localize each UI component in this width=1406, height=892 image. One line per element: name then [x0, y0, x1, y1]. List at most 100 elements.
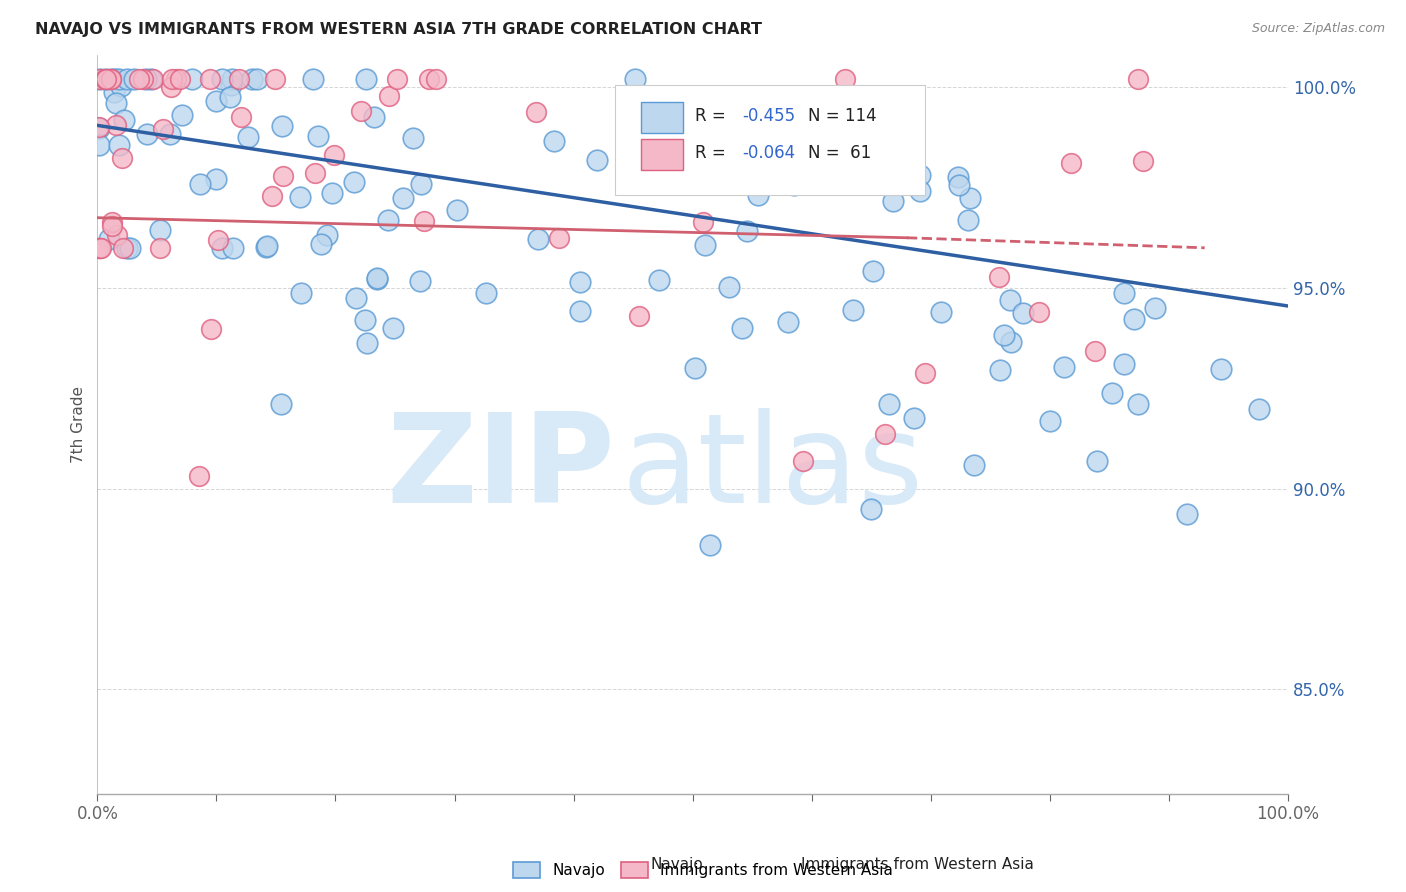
Point: [1143, 301, 1166, 316]
Point: [568, 304, 591, 318]
Point: [993, 327, 1015, 342]
Point: [1000, 334, 1022, 349]
Point: [548, 230, 571, 244]
Point: [1112, 285, 1135, 300]
Point: [792, 453, 814, 467]
Point: [323, 147, 346, 161]
Text: -0.064: -0.064: [742, 145, 796, 162]
Point: [122, 72, 145, 87]
Point: [321, 186, 343, 200]
Point: [100, 72, 122, 87]
Point: [87, 138, 110, 153]
Point: [97, 232, 120, 246]
Text: Immigrants from Western Asia: Immigrants from Western Asia: [801, 857, 1035, 872]
Point: [105, 118, 128, 132]
Point: [446, 202, 468, 217]
Point: [180, 72, 202, 87]
Point: [842, 303, 865, 318]
Point: [149, 222, 172, 236]
Point: [221, 78, 243, 93]
Point: [963, 458, 986, 472]
Point: [354, 313, 377, 327]
Point: [1084, 344, 1107, 359]
Point: [747, 188, 769, 202]
Point: [107, 138, 129, 153]
Point: [87, 241, 110, 255]
Point: [221, 72, 243, 87]
Point: [754, 174, 776, 188]
Point: [586, 153, 609, 167]
Point: [222, 241, 245, 255]
Point: [207, 233, 229, 247]
Point: [343, 175, 366, 189]
Point: [105, 228, 128, 243]
Point: [718, 280, 741, 294]
Point: [382, 321, 405, 335]
Point: [631, 90, 654, 104]
Point: [731, 321, 754, 335]
FancyBboxPatch shape: [641, 102, 683, 133]
Point: [988, 269, 1011, 284]
Point: [302, 72, 325, 87]
Point: [87, 120, 110, 135]
Point: [526, 232, 548, 246]
Point: [94, 72, 117, 87]
Point: [882, 194, 904, 208]
Point: [309, 236, 332, 251]
Text: atlas: atlas: [621, 409, 924, 529]
Point: [1114, 357, 1136, 371]
Point: [350, 103, 373, 118]
Point: [378, 89, 401, 103]
Point: [734, 126, 756, 140]
Point: [524, 104, 547, 119]
Point: [100, 72, 122, 87]
Point: [695, 238, 717, 252]
Point: [699, 538, 721, 552]
Point: [956, 212, 979, 227]
Point: [262, 189, 284, 203]
Point: [104, 96, 127, 111]
Point: [112, 113, 135, 128]
Point: [87, 121, 110, 136]
Point: [149, 241, 172, 255]
Point: [264, 72, 287, 87]
Point: [413, 214, 436, 228]
Point: [643, 91, 665, 105]
Point: [363, 110, 385, 124]
Point: [998, 293, 1021, 308]
Point: [1039, 414, 1062, 428]
Point: [873, 427, 896, 442]
Point: [288, 190, 311, 204]
Point: [110, 78, 132, 93]
Point: [1128, 72, 1150, 87]
Text: N = 114: N = 114: [808, 107, 877, 126]
Point: [569, 275, 592, 289]
Point: [87, 241, 110, 255]
Point: [1132, 153, 1154, 168]
Point: [901, 172, 924, 186]
Point: [228, 72, 250, 87]
Point: [200, 322, 222, 336]
Point: [139, 72, 162, 87]
Point: [115, 72, 138, 87]
Point: [136, 127, 159, 141]
Point: [256, 239, 278, 253]
Point: [1011, 306, 1033, 320]
Point: [782, 178, 804, 192]
Point: [160, 72, 183, 87]
Point: [908, 184, 931, 198]
Point: [624, 72, 647, 87]
Point: [366, 270, 388, 285]
Point: [948, 178, 970, 193]
Point: [474, 286, 496, 301]
Point: [160, 80, 183, 95]
Point: [862, 264, 884, 278]
Point: [101, 72, 124, 87]
Point: [172, 108, 194, 122]
Point: [1053, 360, 1076, 375]
Text: R =: R =: [695, 107, 731, 126]
Point: [290, 285, 312, 300]
Point: [834, 72, 856, 87]
Text: ZIP: ZIP: [387, 409, 616, 529]
Point: [387, 72, 409, 87]
